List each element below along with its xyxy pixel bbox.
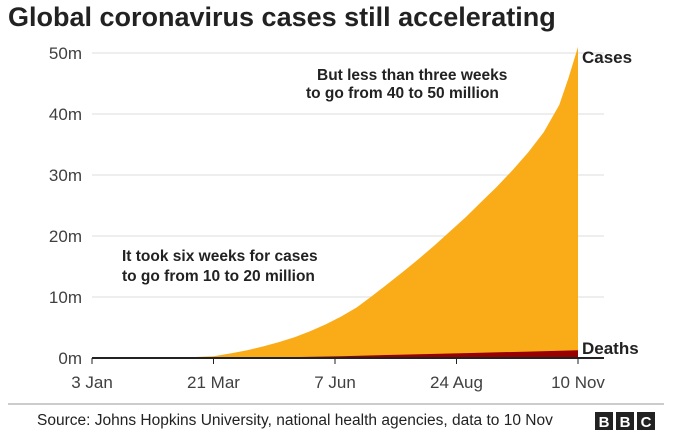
annotation-three-weeks: But less than three weeks to go from 40 … [306,67,507,102]
y-tick-label: 20m [49,227,82,246]
y-tick-label: 40m [49,105,82,124]
series-label-cases: Cases [582,48,632,67]
x-tick-label: 10 Nov [551,373,605,392]
x-tick-label: 3 Jan [71,373,113,392]
annotation-line: to go from 10 to 20 million [122,268,315,285]
bbc-logo-letter: B [599,414,610,431]
annotation-six-weeks: It took six weeks for cases to go from 1… [122,248,318,285]
bbc-logo-letter: C [641,414,652,431]
series-label-deaths: Deaths [582,339,639,358]
y-tick-label: 10m [49,288,82,307]
bbc-logo-block [616,412,634,430]
x-tick-label: 24 Aug [430,373,483,392]
y-tick-label: 0m [58,349,82,368]
cases-area [92,46,578,359]
bbc-logo-block [637,412,655,430]
x-axis-tick-labels: 3 Jan 21 Mar 7 Jun 24 Aug 10 Nov [71,358,605,392]
annotation-line: to go from 40 to 50 million [306,85,499,102]
annotation-line: But less than three weeks [317,67,507,84]
annotation-line: It took six weeks for cases [122,248,318,265]
y-tick-label: 50m [49,44,82,63]
x-tick-label: 7 Jun [314,373,356,392]
x-tick-label: 21 Mar [187,373,240,392]
chart-title: Global coronavirus cases still accelerat… [8,2,556,32]
y-tick-label: 30m [49,166,82,185]
bbc-logo: B B C [595,412,655,431]
bbc-logo-block [595,412,613,430]
bbc-logo-letter: B [620,414,631,431]
deaths-area [92,350,578,358]
y-axis-tick-labels: 0m 10m 20m 30m 40m 50m [49,44,82,368]
source-note: Source: Johns Hopkins University, nation… [37,412,553,429]
